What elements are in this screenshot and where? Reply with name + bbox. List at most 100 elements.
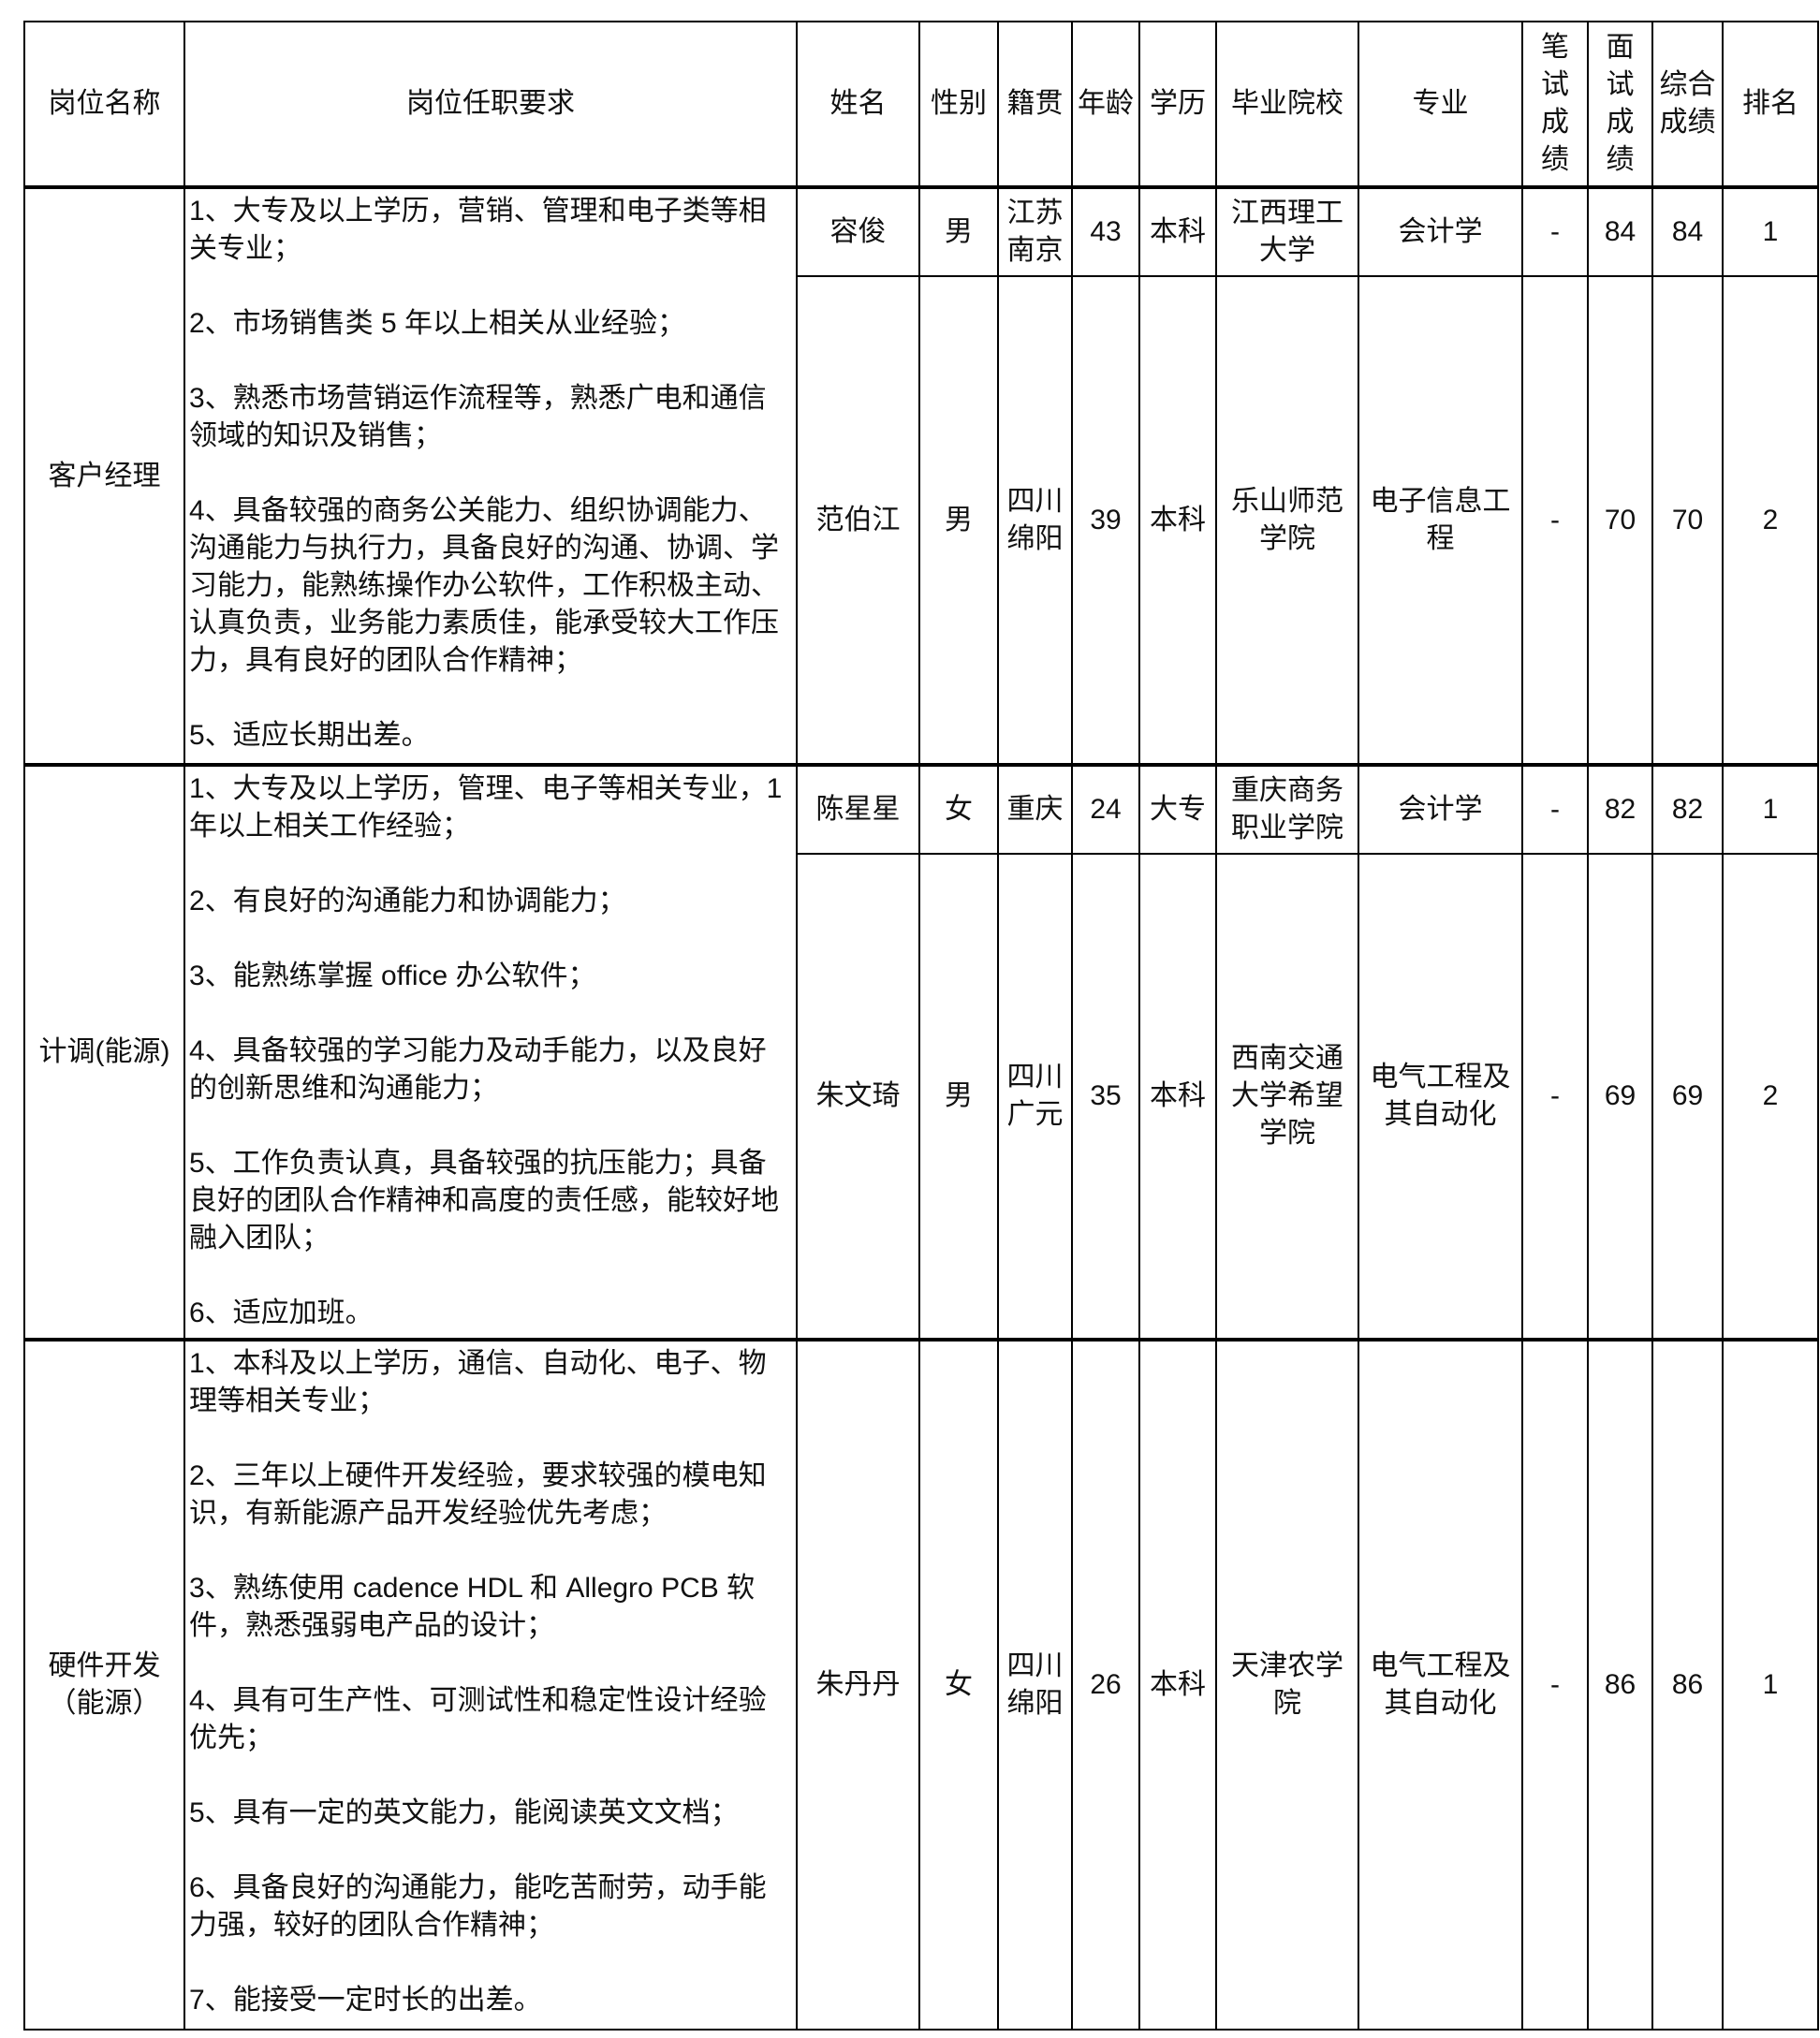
recruitment-results-table: 岗位名称 岗位任职要求 姓名 性别 籍贯 年龄 学历 毕业院校 专业 笔试成绩 …: [23, 21, 1819, 2031]
header-position: 岗位名称: [23, 21, 185, 189]
hometown-cell: 重庆: [997, 762, 1073, 856]
school-cell: 乐山师范学院: [1215, 275, 1359, 766]
position-cell: 计调(能源): [23, 763, 185, 1341]
requirement-item: 1、大专及以上学历，营销、管理和电子类等相关专业；: [189, 196, 767, 264]
rank-cell: 2: [1722, 853, 1819, 1341]
hometown-cell: 四川绵阳: [997, 275, 1073, 766]
position-cell: 硬件开发（能源）: [23, 1338, 185, 2031]
position-cell: 客户经理: [23, 185, 185, 766]
rank-cell: 1: [1722, 185, 1819, 277]
header-written-score: 笔试成绩: [1521, 21, 1589, 189]
written-score-cell: -: [1521, 762, 1589, 856]
total-score-cell: 69: [1651, 853, 1724, 1341]
age-cell: 24: [1071, 762, 1140, 856]
school-cell: 天津农学院: [1215, 1338, 1359, 2031]
age-cell: 35: [1071, 853, 1140, 1341]
header-education: 学历: [1138, 21, 1217, 189]
header-row: 岗位名称 岗位任职要求 姓名 性别 籍贯 年龄 学历 毕业院校 专业 笔试成绩 …: [23, 21, 1819, 189]
header-hometown: 籍贯: [997, 21, 1073, 189]
gender-cell: 女: [918, 762, 999, 856]
rank-cell: 1: [1722, 762, 1819, 856]
total-score-cell: 84: [1651, 185, 1724, 277]
rank-cell: 2: [1722, 275, 1819, 766]
school-cell: 重庆商务职业学院: [1215, 762, 1359, 856]
header-school: 毕业院校: [1215, 21, 1359, 189]
major-cell: 电子信息工程: [1358, 275, 1523, 766]
requirement-item: 2、有良好的沟通能力和协调能力；: [189, 886, 626, 916]
age-cell: 43: [1071, 185, 1140, 277]
requirement-item: 3、熟悉市场营销运作流程等，熟悉广电和通信领域的知识及销售；: [189, 383, 767, 451]
major-cell: 会计学: [1358, 762, 1523, 856]
requirement-item: 6、具备良好的沟通能力，能吃苦耐劳，动手能力强，较好的团队合作精神；: [189, 1872, 767, 1941]
age-cell: 26: [1071, 1338, 1140, 2031]
requirement-item: 4、具备较强的商务公关能力、组织协调能力、沟通能力与执行力，具备良好的沟通、协调…: [189, 495, 779, 676]
header-name: 姓名: [796, 21, 920, 189]
gender-cell: 男: [918, 275, 999, 766]
name-cell: 朱文琦: [796, 853, 920, 1341]
requirement-item: 5、适应长期出差。: [189, 720, 430, 751]
interview-score-cell: 84: [1587, 185, 1653, 277]
education-cell: 本科: [1138, 853, 1217, 1341]
table-body: 客户经理 1、大专及以上学历，营销、管理和电子类等相关专业； 2、市场销售类 5 年…: [23, 185, 1819, 2031]
candidate-row: 范伯江男四川绵阳 39 本科 乐山师范学院 电子信息工程 -70 70 2: [24, 275, 1819, 766]
requirements-cell: 1、本科及以上学历，通信、自动化、电子、物理等相关专业； 2、三年以上硬件开发经验…: [183, 1338, 798, 2031]
education-cell: 大专: [1138, 762, 1217, 856]
education-cell: 本科: [1138, 275, 1217, 766]
name-cell: 朱丹丹: [796, 1338, 920, 2031]
header-rank: 排名: [1722, 21, 1819, 189]
interview-score-cell: 70: [1587, 275, 1653, 766]
gender-cell: 男: [918, 185, 999, 277]
header-age: 年龄: [1071, 21, 1140, 189]
requirement-item: 3、熟练使用 cadence HDL 和 Allegro PCB 软件，熟悉强弱…: [189, 1573, 756, 1641]
candidate-row: 计调(能源) 1、大专及以上学历，管理、电子等相关专业，1 年以上相关工作经验； 2…: [23, 762, 1819, 1341]
total-score-cell: 70: [1651, 275, 1724, 766]
written-score-cell: -: [1521, 185, 1589, 277]
school-cell: 西南交通大学希望学院: [1215, 853, 1359, 1341]
requirement-item: 4、具有可生产性、可测试性和稳定性设计经验优先；: [189, 1685, 767, 1753]
requirement-item: 4、具备较强的学习能力及动手能力，以及良好的创新思维和沟通能力；: [189, 1035, 767, 1104]
hometown-cell: 四川广元: [997, 853, 1073, 1341]
gender-cell: 男: [918, 853, 999, 1341]
requirement-item: 2、市场销售类 5 年以上相关从业经验；: [189, 308, 686, 339]
requirement-item: 3、能熟练掌握 office 办公软件；: [189, 960, 596, 991]
education-cell: 本科: [1138, 1338, 1217, 2031]
rank-cell: 1: [1722, 1338, 1819, 2031]
total-score-cell: 86: [1651, 1338, 1724, 2031]
header-total-score: 综合成绩: [1651, 21, 1724, 189]
header-requirements: 岗位任职要求: [183, 21, 798, 189]
name-cell: 陈星星: [796, 762, 920, 856]
header-gender: 性别: [918, 21, 999, 189]
requirement-item: 5、具有一定的英文能力，能阅读英文文档；: [189, 1797, 739, 1828]
major-cell: 电气工程及其自动化: [1358, 1338, 1523, 2031]
name-cell: 容俊: [796, 185, 920, 277]
written-score-cell: -: [1521, 853, 1589, 1341]
school-cell: 江西理工大学: [1215, 185, 1359, 277]
name-cell: 范伯江: [796, 275, 920, 766]
written-score-cell: -: [1521, 275, 1589, 766]
requirement-item: 7、能接受一定时长的出差。: [189, 1985, 542, 2016]
requirement-item: 1、大专及以上学历，管理、电子等相关专业，1 年以上相关工作经验；: [189, 773, 783, 842]
header-interview-score: 面试成绩: [1587, 21, 1653, 189]
requirement-item: 5、工作负责认真，具备较强的抗压能力；具备良好的团队合作精神和高度的责任感，能较…: [189, 1148, 779, 1254]
candidate-row: 朱文琦男四川广元 35 本科 西南交通大学希望学院 电气工程及其自动化 -69 69 2: [24, 853, 1819, 1341]
interview-score-cell: 86: [1587, 1338, 1653, 2031]
total-score-cell: 82: [1651, 762, 1724, 856]
major-cell: 电气工程及其自动化: [1358, 853, 1523, 1341]
interview-score-cell: 69: [1587, 853, 1653, 1341]
gender-cell: 女: [918, 1338, 999, 2031]
age-cell: 39: [1071, 275, 1140, 766]
candidate-row: 客户经理 1、大专及以上学历，营销、管理和电子类等相关专业； 2、市场销售类 5 年…: [23, 185, 1819, 766]
education-cell: 本科: [1138, 185, 1217, 277]
requirement-item: 2、三年以上硬件开发经验，要求较强的模电知识，有新能源产品开发经验优先考虑；: [189, 1460, 767, 1529]
requirements-cell: 1、大专及以上学历，管理、电子等相关专业，1 年以上相关工作经验； 2、有良好的沟…: [183, 763, 798, 1341]
hometown-cell: 四川绵阳: [997, 1338, 1073, 2031]
major-cell: 会计学: [1358, 185, 1523, 277]
interview-score-cell: 82: [1587, 762, 1653, 856]
requirements-cell: 1、大专及以上学历，营销、管理和电子类等相关专业； 2、市场销售类 5 年以上相关…: [183, 185, 798, 766]
requirement-item: 6、适应加班。: [189, 1298, 374, 1328]
requirement-item: 1、本科及以上学历，通信、自动化、电子、物理等相关专业；: [189, 1348, 767, 1416]
header-major: 专业: [1358, 21, 1523, 189]
written-score-cell: -: [1521, 1338, 1589, 2031]
candidate-row: 硬件开发（能源） 1、本科及以上学历，通信、自动化、电子、物理等相关专业； 2、三年…: [23, 1338, 1819, 2031]
hometown-cell: 江苏南京: [997, 185, 1073, 277]
